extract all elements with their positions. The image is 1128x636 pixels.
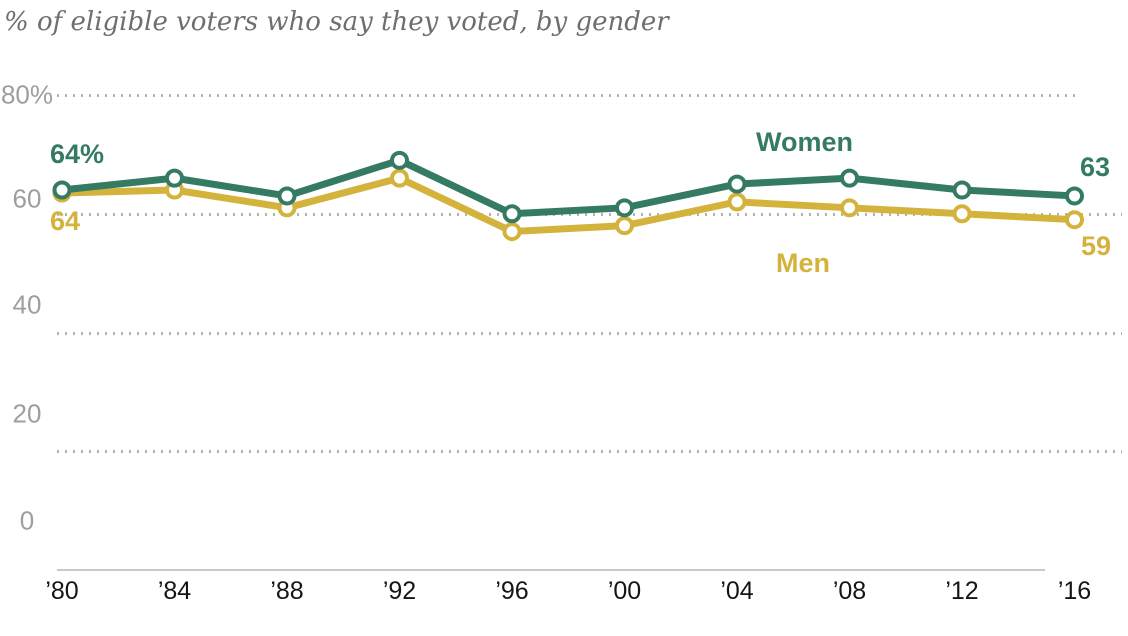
women-last-value-label: 63 [1080, 152, 1111, 182]
y-axis-tick-label-0: 0 [19, 505, 35, 536]
women-first-value-label: 64% [50, 139, 105, 169]
x-axis-tick-label-6: ’04 [720, 577, 754, 605]
men-line [58, 174, 1078, 236]
y-axis-tick-label-40: 40 [12, 289, 42, 320]
men-data-point-marker-5 [615, 216, 634, 236]
x-axis-tick-label-7: ’08 [832, 577, 867, 605]
women-line [58, 156, 1078, 218]
men-data-point-marker-3 [390, 168, 409, 188]
women-data-point-marker-8 [952, 180, 972, 200]
x-axis-tick-label-0: ’80 [45, 577, 79, 605]
men-data-point-marker-7 [840, 198, 859, 218]
men-data-point-marker-4 [502, 222, 522, 242]
women-data-point-marker-1 [165, 168, 184, 188]
women-data-point-marker-4 [502, 204, 522, 224]
gridline-60 [57, 212, 1122, 216]
gridline-20 [57, 450, 1122, 454]
x-axis-tick-label-5: ’00 [607, 577, 642, 605]
women-data-point-marker-9 [1065, 186, 1084, 206]
x-axis-tick-label-9: ’16 [1057, 577, 1092, 605]
men-first-value-label: 64 [50, 206, 81, 236]
x-axis-baseline [57, 569, 1045, 571]
y-axis-tick-label-80: 80% [0, 79, 54, 110]
women-series-label: Women [756, 127, 854, 157]
women-data-point-marker-3 [390, 150, 409, 170]
gridline-80 [57, 94, 1075, 97]
x-axis-tick-label-3: ’92 [382, 577, 417, 605]
chart-title: % of eligible voters who say they voted,… [4, 7, 669, 37]
x-axis-tick-label-4: ’96 [495, 577, 529, 605]
women-data-point-marker-6 [727, 174, 747, 194]
women-data-point-marker-2 [277, 186, 297, 206]
men-data-point-marker-6 [727, 192, 747, 212]
x-axis-tick-label-1: ’84 [157, 577, 192, 605]
men-data-point-marker-8 [952, 204, 972, 224]
y-axis-tick-label-20: 20 [12, 398, 42, 429]
x-axis-tick-label-2: ’88 [270, 577, 304, 605]
men-series-label: Men [776, 248, 830, 278]
gridline-40 [57, 331, 1122, 335]
men-data-point-marker-9 [1065, 210, 1084, 230]
women-data-point-marker-7 [840, 168, 859, 188]
women-data-point-marker-5 [615, 198, 634, 218]
y-axis-tick-label-60: 60 [12, 183, 42, 214]
men-last-value-label: 59 [1081, 231, 1112, 261]
women-data-point-marker-0 [52, 180, 72, 200]
x-axis-tick-label-8: ’12 [945, 577, 979, 605]
